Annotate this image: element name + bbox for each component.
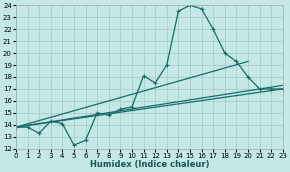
X-axis label: Humidex (Indice chaleur): Humidex (Indice chaleur) <box>90 160 209 169</box>
